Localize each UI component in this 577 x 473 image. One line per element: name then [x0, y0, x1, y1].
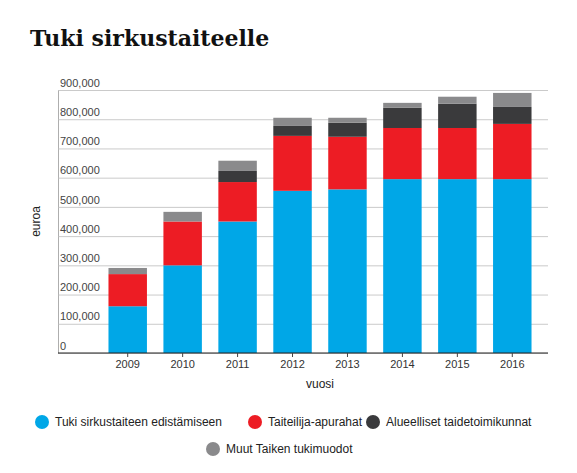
bar	[493, 107, 531, 124]
bar	[438, 97, 476, 104]
chart: Tuki sirkustaiteelle 0 100,000 200,000 300,0…	[0, 0, 577, 473]
x-tick-mark	[127, 353, 128, 357]
x-tick-label: 2016	[500, 358, 524, 370]
x-tick: 2011	[226, 353, 250, 370]
legend-item: Tuki sirkustaiteen edistämiseen	[35, 415, 222, 429]
bar	[273, 126, 311, 136]
bar	[383, 128, 421, 179]
bar	[493, 124, 531, 179]
y-tick: 900,000	[58, 77, 548, 91]
legend-label: Alueelliset taidetoimikunnat	[386, 415, 532, 429]
bar	[383, 108, 421, 128]
bar	[273, 136, 311, 191]
bar	[218, 222, 256, 354]
legend-swatch	[35, 415, 49, 429]
bar	[273, 191, 311, 353]
x-tick-mark	[292, 353, 293, 357]
x-tick-mark	[237, 353, 238, 357]
legend-label: Tuki sirkustaiteen edistämiseen	[55, 415, 222, 429]
bars	[108, 93, 531, 353]
x-tick: 2009	[115, 353, 139, 370]
y-tick-label: 100,000	[60, 310, 100, 322]
legend-swatch	[248, 415, 262, 429]
bar	[438, 128, 476, 179]
bar	[218, 182, 256, 221]
x-axis-title: vuosi	[306, 377, 334, 391]
bar	[218, 171, 256, 182]
bar	[108, 306, 146, 353]
x-tick: 2015	[445, 353, 469, 370]
x-tick-label: 2011	[226, 358, 250, 370]
bar	[328, 189, 366, 353]
x-tick-label: 2015	[445, 358, 469, 370]
y-axis-line	[58, 91, 59, 354]
bar	[383, 103, 421, 108]
legend-label: Muut Taiken tukimuodot	[226, 442, 353, 456]
x-tick: 2014	[390, 353, 414, 370]
x-tick-mark	[347, 353, 348, 357]
grid-line	[58, 90, 548, 91]
x-tick-mark	[457, 353, 458, 357]
series	[218, 104, 531, 182]
y-tick-label: 500,000	[60, 194, 100, 206]
bar	[108, 274, 146, 306]
y-tick-label: 200,000	[60, 281, 100, 293]
legend-swatch	[366, 415, 380, 429]
y-tick-label: 700,000	[60, 135, 100, 147]
x-tick-mark	[512, 353, 513, 357]
legend-swatch	[206, 442, 220, 456]
x-tick-label: 2013	[335, 358, 359, 370]
title: Tuki sirkustaiteelle	[30, 25, 269, 51]
legend: Tuki sirkustaiteen edistämiseen Taiteilij…	[35, 415, 532, 456]
bar	[438, 179, 476, 353]
legend-item: Muut Taiken tukimuodot	[206, 442, 353, 456]
series	[108, 93, 531, 274]
y-axis: 0 100,000 200,000 300,000 400,000 500,000 600,…	[58, 77, 548, 354]
bar	[493, 179, 531, 353]
x-tick: 2010	[170, 353, 194, 370]
series	[108, 124, 531, 306]
x-tick: 2013	[335, 353, 359, 370]
x-tick-label: 2009	[115, 358, 139, 370]
series	[108, 179, 531, 353]
bar	[328, 137, 366, 190]
grid-line	[58, 353, 548, 354]
bar	[493, 93, 531, 107]
y-tick-label: 900,000	[60, 77, 100, 89]
bar	[383, 179, 421, 353]
x-axis: 2009 2010 2011 2012 2013 2014 2015 2016	[58, 353, 548, 370]
x-tick: 2012	[280, 353, 304, 370]
x-tick-label: 2014	[390, 358, 414, 370]
y-tick-label: 0	[60, 340, 66, 352]
x-tick: 2016	[500, 353, 524, 370]
bar	[273, 118, 311, 126]
y-tick-label: 400,000	[60, 223, 100, 235]
bar	[163, 222, 201, 266]
y-tick-label: 600,000	[60, 164, 100, 176]
x-tick-mark	[182, 353, 183, 357]
bar	[328, 118, 366, 123]
bar	[163, 212, 201, 222]
legend-item: Taiteilija-apurahat	[248, 415, 363, 429]
x-axis-line	[58, 352, 548, 353]
y-tick-label: 800,000	[60, 106, 100, 118]
x-tick-mark	[402, 353, 403, 357]
y-tick-label: 300,000	[60, 252, 100, 264]
bar	[328, 123, 366, 137]
bar	[218, 161, 256, 171]
y-axis-title: euroa	[29, 206, 43, 237]
legend-label: Taiteilija-apurahat	[268, 415, 363, 429]
legend-item: Alueelliset taidetoimikunnat	[366, 415, 532, 429]
bar	[108, 268, 146, 274]
bar	[163, 265, 201, 353]
x-tick-label: 2012	[280, 358, 304, 370]
x-tick-label: 2010	[170, 358, 194, 370]
bar	[438, 104, 476, 128]
